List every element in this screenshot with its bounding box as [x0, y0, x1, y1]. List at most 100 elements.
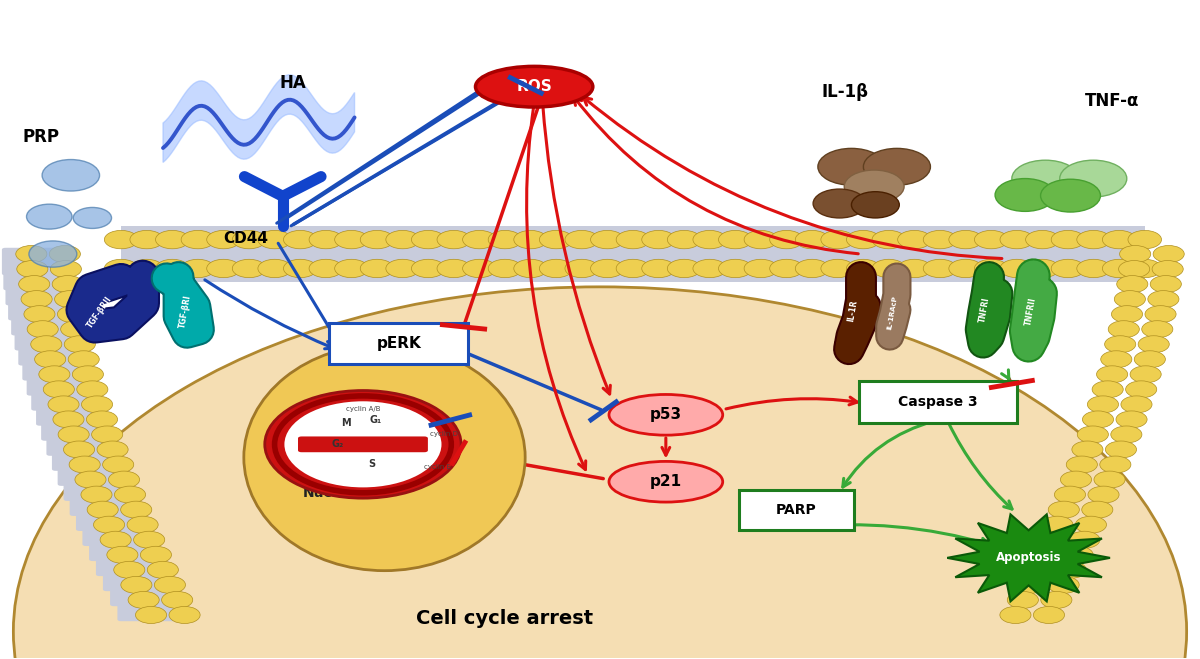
Circle shape — [121, 501, 151, 518]
Circle shape — [1092, 381, 1123, 398]
Circle shape — [1076, 231, 1110, 249]
Circle shape — [1094, 471, 1126, 488]
Ellipse shape — [13, 287, 1187, 659]
Circle shape — [616, 231, 649, 249]
Circle shape — [1130, 366, 1162, 383]
Circle shape — [769, 259, 803, 277]
Circle shape — [642, 259, 676, 277]
Circle shape — [412, 231, 445, 249]
FancyBboxPatch shape — [4, 263, 64, 291]
Circle shape — [488, 259, 522, 277]
FancyBboxPatch shape — [739, 490, 854, 530]
Circle shape — [80, 486, 112, 503]
FancyBboxPatch shape — [2, 248, 61, 275]
Text: TGF-βRII: TGF-βRII — [85, 295, 114, 330]
Circle shape — [233, 259, 266, 277]
Circle shape — [283, 259, 317, 277]
Circle shape — [54, 291, 85, 308]
Circle shape — [1055, 561, 1086, 579]
Circle shape — [1082, 411, 1114, 428]
Circle shape — [539, 259, 572, 277]
Circle shape — [360, 259, 394, 277]
Ellipse shape — [475, 67, 593, 107]
Circle shape — [386, 231, 419, 249]
Circle shape — [26, 204, 72, 229]
Text: p21: p21 — [649, 474, 682, 489]
Circle shape — [1111, 426, 1142, 443]
Circle shape — [1105, 441, 1136, 458]
Circle shape — [949, 259, 983, 277]
Circle shape — [1049, 501, 1079, 518]
Circle shape — [233, 231, 266, 249]
Circle shape — [104, 231, 138, 249]
Text: G₁: G₁ — [370, 415, 382, 425]
Circle shape — [1026, 259, 1060, 277]
Circle shape — [1088, 486, 1120, 503]
Circle shape — [73, 208, 112, 229]
Circle shape — [128, 591, 160, 608]
Circle shape — [1105, 335, 1135, 353]
Circle shape — [72, 366, 103, 383]
Circle shape — [514, 259, 547, 277]
Circle shape — [16, 246, 47, 262]
Circle shape — [148, 561, 179, 579]
Circle shape — [114, 561, 145, 579]
Circle shape — [82, 396, 113, 413]
Circle shape — [29, 241, 77, 267]
Circle shape — [923, 231, 956, 249]
Circle shape — [156, 231, 190, 249]
Circle shape — [1048, 577, 1079, 593]
Circle shape — [42, 159, 100, 191]
Circle shape — [1021, 561, 1052, 579]
Circle shape — [127, 516, 158, 533]
Polygon shape — [163, 75, 354, 162]
Circle shape — [995, 179, 1055, 212]
Circle shape — [103, 456, 133, 473]
FancyBboxPatch shape — [31, 383, 91, 411]
Circle shape — [1148, 291, 1178, 308]
Circle shape — [181, 259, 215, 277]
Circle shape — [642, 231, 676, 249]
Circle shape — [846, 231, 880, 249]
Circle shape — [796, 231, 829, 249]
Circle shape — [1075, 516, 1106, 533]
Circle shape — [1036, 531, 1067, 548]
Circle shape — [100, 531, 131, 548]
Circle shape — [265, 391, 461, 498]
Circle shape — [91, 426, 122, 443]
Circle shape — [1007, 591, 1038, 608]
Text: IL-1RAcP: IL-1RAcP — [886, 295, 898, 330]
Text: TNFRI: TNFRI — [978, 297, 991, 324]
Bar — [121, 227, 1145, 281]
FancyBboxPatch shape — [70, 488, 130, 516]
Circle shape — [463, 231, 496, 249]
Circle shape — [107, 546, 138, 563]
Circle shape — [872, 231, 906, 249]
Circle shape — [744, 231, 778, 249]
Circle shape — [1000, 259, 1033, 277]
Circle shape — [65, 335, 95, 353]
Text: cyclin D: cyclin D — [430, 431, 457, 438]
Circle shape — [1103, 259, 1136, 277]
Circle shape — [104, 259, 138, 277]
Circle shape — [1000, 606, 1031, 623]
Circle shape — [1116, 411, 1147, 428]
Circle shape — [796, 259, 829, 277]
Circle shape — [1067, 456, 1097, 473]
Circle shape — [1145, 306, 1176, 323]
Circle shape — [1012, 160, 1079, 197]
Circle shape — [667, 259, 701, 277]
Circle shape — [169, 606, 200, 623]
Circle shape — [692, 259, 726, 277]
Circle shape — [1100, 351, 1132, 368]
Text: Caspase 3: Caspase 3 — [898, 395, 978, 409]
Circle shape — [61, 321, 91, 338]
Circle shape — [86, 411, 118, 428]
Circle shape — [1081, 501, 1112, 518]
Circle shape — [667, 231, 701, 249]
Circle shape — [43, 381, 74, 398]
Circle shape — [1028, 546, 1060, 563]
Circle shape — [846, 259, 880, 277]
Circle shape — [949, 231, 983, 249]
Ellipse shape — [244, 344, 526, 571]
